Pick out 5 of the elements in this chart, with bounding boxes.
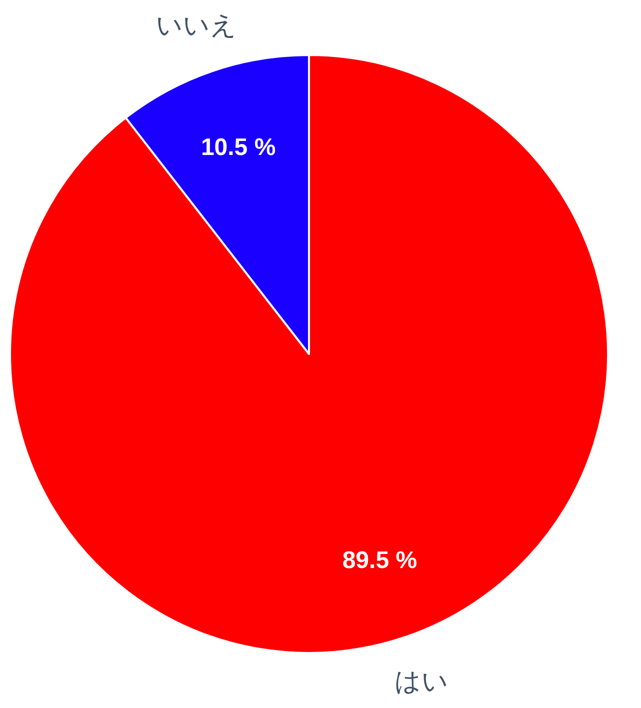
data-label: 10.5 % <box>200 134 276 161</box>
slice-label: いいえ <box>156 10 238 41</box>
data-label: 89.5 % <box>342 547 418 574</box>
slice-label: はい <box>394 667 448 698</box>
pie-slice <box>9 54 609 654</box>
